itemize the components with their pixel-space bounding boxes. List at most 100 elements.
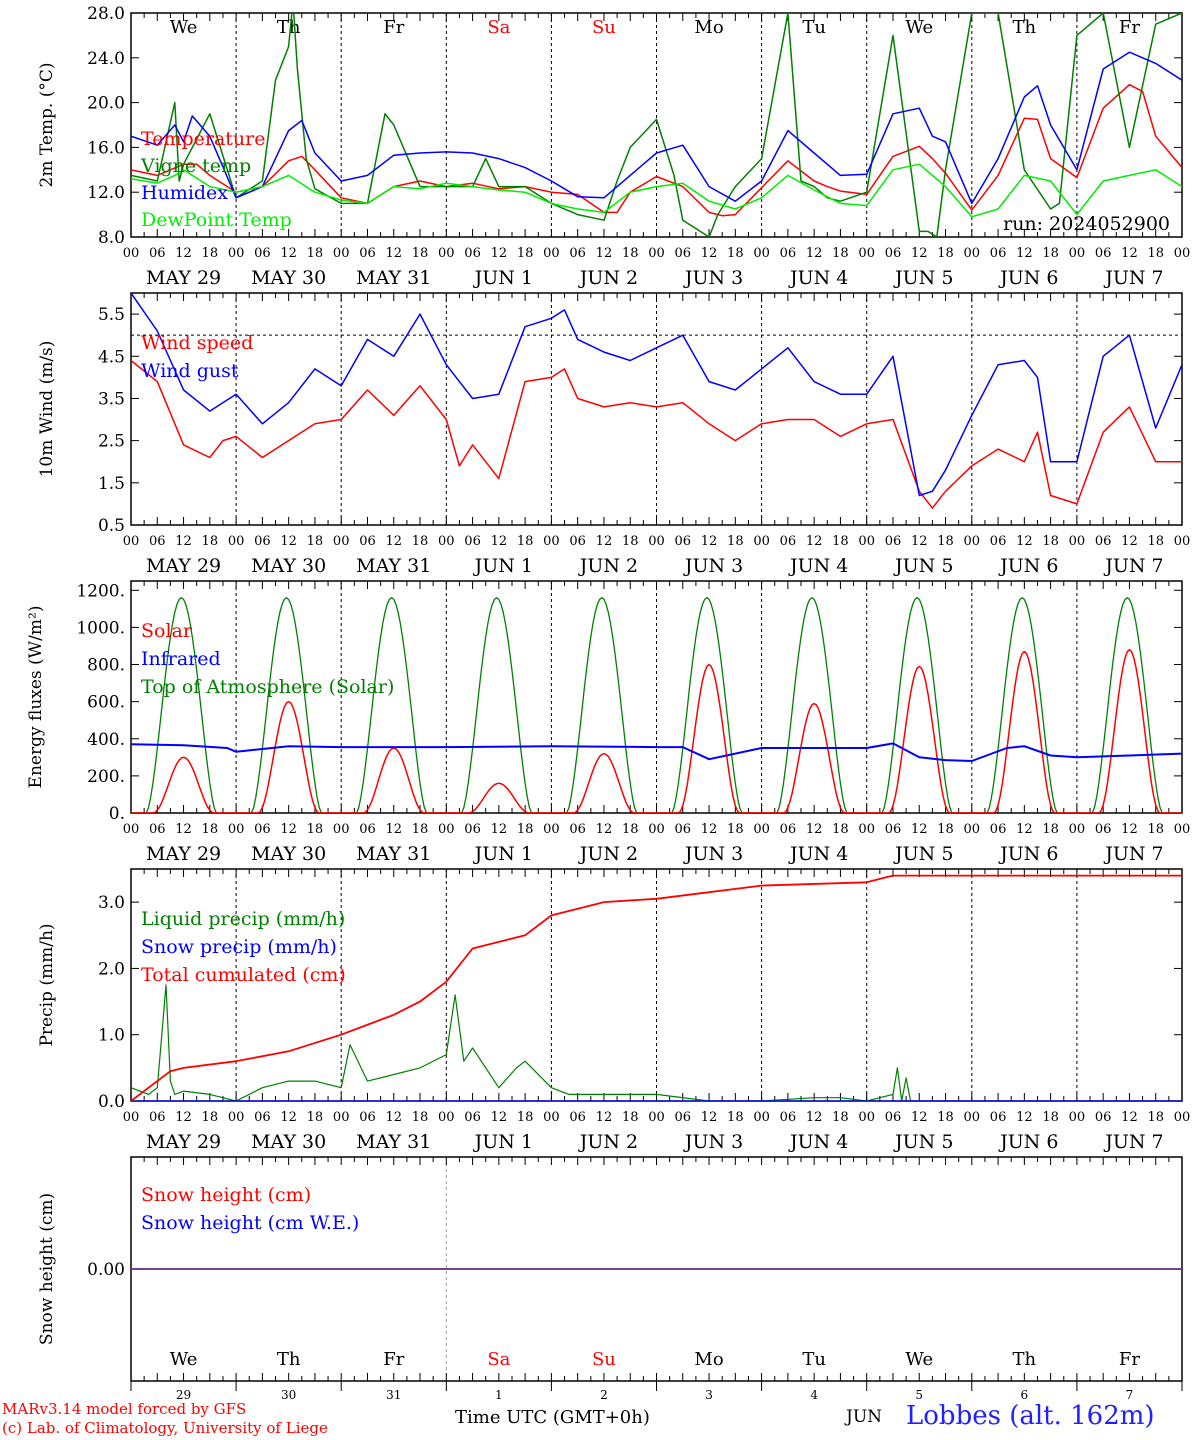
- hour-tick-label: 06: [359, 822, 376, 837]
- hour-tick-label: 12: [280, 1110, 297, 1125]
- hour-tick-label: 18: [832, 1110, 849, 1125]
- hour-tick-label: 00: [964, 822, 981, 837]
- y-tick-label: 1.5: [98, 474, 125, 494]
- hour-tick-label: 06: [254, 1110, 271, 1125]
- hour-tick-label: 12: [491, 246, 508, 261]
- hour-tick-label: 12: [491, 534, 508, 549]
- hour-tick-label: 18: [307, 822, 324, 837]
- hour-tick-label: 12: [1016, 534, 1033, 549]
- hour-tick-label: 12: [385, 534, 402, 549]
- date-label: MAY 30: [251, 1131, 326, 1153]
- day-number-label: 29: [176, 1388, 191, 1400]
- y-tick-label: 0.00: [87, 1260, 125, 1280]
- hour-tick-label: 00: [1069, 1110, 1086, 1125]
- hour-tick-label: 00: [228, 1110, 245, 1125]
- weekday-label: Sa: [487, 17, 510, 38]
- hour-tick-label: 18: [412, 534, 429, 549]
- y-tick-label: 400.: [87, 730, 125, 750]
- hour-tick-label: 00: [333, 534, 350, 549]
- station-title: Lobbes (alt. 162m): [906, 1401, 1155, 1431]
- date-label: JUN 2: [578, 843, 638, 865]
- hour-tick-label: 18: [622, 534, 639, 549]
- hour-tick-label: 12: [596, 822, 613, 837]
- weekday-label: We: [905, 1349, 933, 1370]
- date-label: JUN 2: [578, 555, 638, 577]
- date-label: JUN 1: [473, 555, 533, 577]
- date-label: JUN 4: [788, 1131, 848, 1153]
- hour-tick-label: 12: [701, 534, 718, 549]
- hour-tick-label: 18: [1147, 534, 1164, 549]
- y-axis-title: Snow height (cm): [37, 1193, 57, 1345]
- series-liquid-precip-mm-h-: [131, 984, 1182, 1101]
- hour-tick-label: 12: [806, 246, 823, 261]
- date-label: MAY 30: [251, 843, 326, 865]
- y-tick-label: 1200.: [76, 581, 125, 601]
- date-label: MAY 31: [356, 843, 431, 865]
- y-tick-label: 0.5: [98, 516, 125, 536]
- hour-tick-label: 06: [990, 822, 1007, 837]
- day-number-label: 4: [810, 1388, 818, 1400]
- weekday-label: Tu: [802, 1349, 826, 1370]
- hour-tick-label: 12: [491, 1110, 508, 1125]
- weekday-label: Th: [277, 1349, 301, 1370]
- hour-tick-label: 00: [753, 534, 770, 549]
- hour-tick-label: 00: [858, 1110, 875, 1125]
- y-tick-label: 24.0: [87, 49, 125, 69]
- hour-tick-label: 06: [990, 534, 1007, 549]
- hour-tick-label: 06: [254, 534, 271, 549]
- hour-tick-label: 12: [1016, 1110, 1033, 1125]
- hour-tick-label: 12: [911, 822, 928, 837]
- hour-tick-label: 00: [438, 822, 455, 837]
- hour-tick-label: 00: [1069, 246, 1086, 261]
- hour-tick-label: 06: [359, 1110, 376, 1125]
- day-number-label: 7: [1126, 1388, 1134, 1400]
- date-label: JUN 1: [473, 1131, 533, 1153]
- hour-tick-label: 06: [885, 822, 902, 837]
- hour-tick-label: 00: [333, 1110, 350, 1125]
- hour-tick-label: 06: [780, 1110, 797, 1125]
- hour-tick-label: 06: [675, 822, 692, 837]
- date-label: JUN 7: [1103, 1131, 1163, 1153]
- hour-tick-label: 12: [1016, 246, 1033, 261]
- lab-credit: (c) Lab. of Climatology, University of L…: [2, 1419, 328, 1437]
- legend-entry: Snow height (cm W.E.): [141, 1212, 359, 1234]
- legend-entry: DewPoint Temp: [141, 209, 292, 231]
- weekday-label: Th: [1013, 17, 1037, 38]
- y-tick-label: 2.0: [98, 959, 125, 979]
- hour-tick-label: 00: [858, 534, 875, 549]
- legend-entry: Temperature: [141, 128, 265, 150]
- y-tick-label: 8.0: [98, 228, 125, 248]
- hour-tick-label: 06: [149, 534, 166, 549]
- panel-2: 0.5 1.5 2.5 3.5 4.5 5.5 10m Wind (m/s) 00 06 12 18…: [37, 292, 1190, 577]
- legend-entry: Snow height (cm): [141, 1184, 311, 1206]
- month-label: JUN: [846, 1407, 883, 1427]
- legend-entry: Liquid precip (mm/h): [141, 908, 345, 930]
- weekday-label: Th: [277, 17, 301, 38]
- hour-tick-label: 12: [175, 534, 192, 549]
- weekday-label: Su: [592, 1349, 616, 1370]
- legend-entry: Total cumulated (cm): [141, 964, 346, 986]
- series-solar: [131, 648, 1182, 813]
- hour-tick-label: 00: [123, 534, 140, 549]
- hour-tick-label: 18: [202, 534, 219, 549]
- hour-tick-label: 00: [228, 822, 245, 837]
- hour-tick-label: 18: [202, 1110, 219, 1125]
- hour-tick-label: 12: [280, 822, 297, 837]
- date-label: JUN 6: [998, 1131, 1058, 1153]
- hour-tick-label: 06: [149, 246, 166, 261]
- weekday-label: Fr: [383, 1349, 404, 1370]
- date-label: JUN 5: [893, 267, 953, 289]
- y-tick-label: 5.5: [98, 305, 125, 325]
- hour-tick-label: 06: [885, 1110, 902, 1125]
- weekday-label: We: [170, 1349, 198, 1370]
- hour-tick-label: 00: [543, 534, 560, 549]
- hour-tick-label: 18: [1042, 534, 1059, 549]
- hour-tick-label: 12: [911, 534, 928, 549]
- hour-tick-label: 12: [806, 822, 823, 837]
- hour-tick-label: 18: [517, 246, 534, 261]
- date-label: JUN 2: [578, 1131, 638, 1153]
- hour-tick-label: 00: [964, 246, 981, 261]
- hour-tick-label: 12: [385, 1110, 402, 1125]
- y-tick-label: 3.0: [98, 893, 125, 913]
- date-label: JUN 3: [683, 1131, 743, 1153]
